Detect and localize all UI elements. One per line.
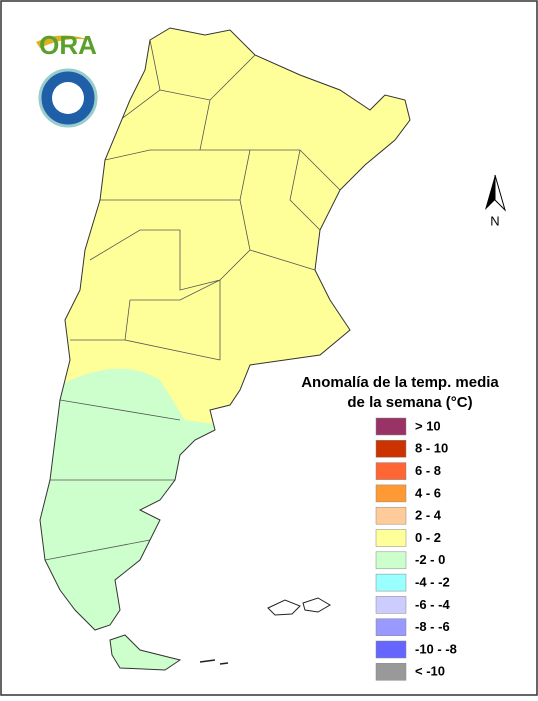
province-borders [44, 39, 341, 561]
legend-swatch [375, 529, 407, 547]
logo-swoosh [36, 35, 90, 48]
legend-label: 6 - 8 [415, 463, 441, 478]
legend-swatch [375, 573, 407, 592]
country-outline [39, 27, 411, 631]
legend-label: 4 - 6 [415, 485, 441, 500]
logo-text: ORA [39, 30, 97, 60]
legend-swatch [375, 640, 407, 659]
legend: > 10 8 - 10 6 - 8 4 - 6 2 - 4 0 - 2 -2 - 0 -4 -… [375, 417, 457, 681]
legend-swatch [375, 506, 407, 525]
legend-swatch [375, 596, 407, 614]
legend-label: -4 - -2 [415, 575, 450, 590]
islets [199, 659, 229, 665]
legend-label: > 10 [415, 418, 441, 433]
legend-label: -8 - -6 [415, 619, 450, 634]
compass-arrow-left [485, 175, 495, 210]
legend-swatch [375, 417, 407, 436]
legend-swatch [375, 484, 407, 503]
compass-label: N [490, 213, 499, 228]
legend-title: de la semana (°C) [347, 394, 472, 411]
islands [267, 597, 331, 616]
legend-swatch [375, 551, 407, 570]
legend-label: 0 - 2 [415, 530, 441, 545]
legend-title: Anomalía de la temp. media [301, 374, 499, 391]
tierra-del-fuego [109, 634, 182, 671]
emblem-center [52, 82, 84, 114]
legend-label: -2 - 0 [415, 552, 445, 567]
legend-label: -10 - -8 [415, 641, 457, 656]
legend-swatch [375, 440, 407, 458]
legend-swatch [375, 462, 407, 480]
legend-label: < -10 [415, 664, 445, 679]
legend-label: 8 - 10 [415, 441, 448, 456]
compass-arrow-right [494, 174, 507, 212]
legend-label: -6 - -4 [415, 597, 450, 612]
legend-swatch [375, 663, 407, 681]
legend-swatch [375, 618, 407, 636]
legend-label: 2 - 4 [415, 508, 442, 523]
